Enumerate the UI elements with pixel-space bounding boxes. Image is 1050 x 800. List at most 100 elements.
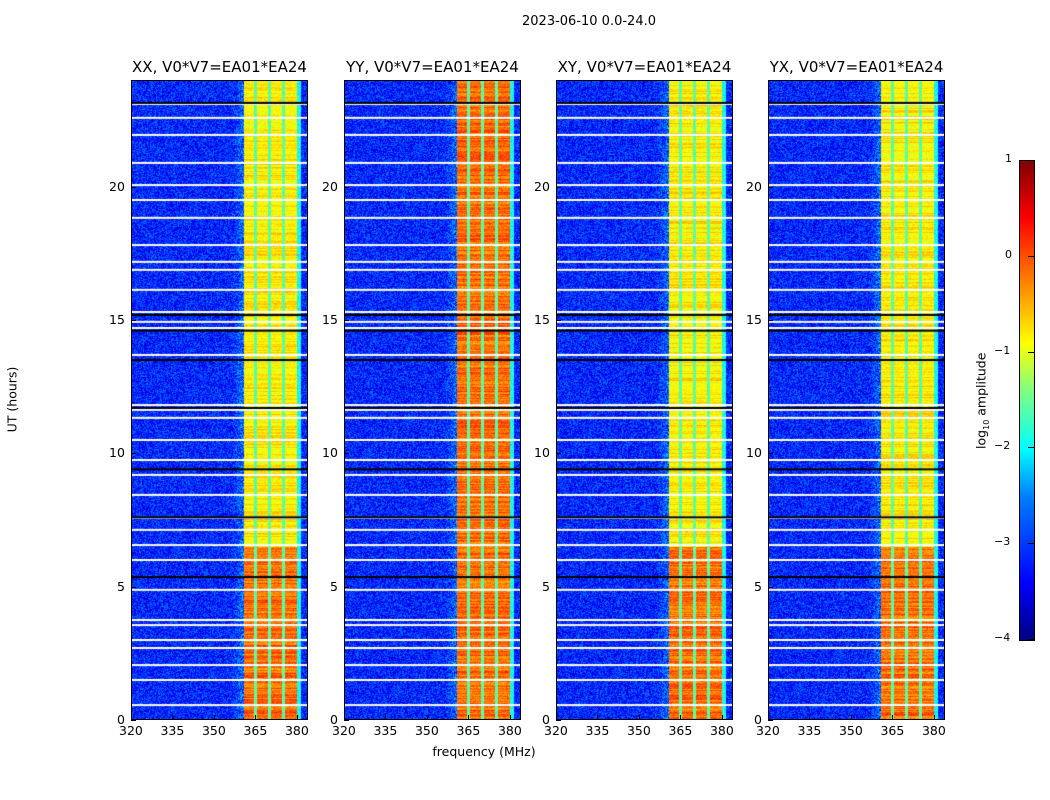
- panel-xx: XX, V0*V7=EA01*EA24 320 335 350 365 380 0 5 10 15…: [109, 58, 309, 738]
- colorbar-tick-mark: [1028, 160, 1034, 161]
- x-tick-label: 335: [797, 723, 822, 738]
- x-tick-label: 365: [668, 723, 693, 738]
- x-tick-mark: [768, 715, 769, 720]
- y-axis-label: UT (hours): [4, 366, 20, 433]
- x-tick-mark: [172, 715, 174, 720]
- axes-frame: [556, 80, 733, 720]
- y-tick-label: 20: [322, 178, 338, 194]
- y-tick-label: 5: [542, 578, 550, 594]
- y-tick-mark: [131, 453, 136, 455]
- y-tick-mark: [344, 586, 349, 588]
- y-tick-label: 15: [746, 312, 762, 327]
- panel-title: YX, V0*V7=EA01*EA24: [769, 58, 944, 76]
- colorbar-tick-label: −1: [994, 343, 1011, 357]
- y-tick-mark: [556, 186, 561, 188]
- y-tick-label: 0: [542, 712, 550, 727]
- y-tick-mark: [768, 720, 773, 721]
- y-tick-mark: [768, 320, 773, 321]
- y-tick-mark: [768, 453, 773, 455]
- x-tick-label: 350: [626, 723, 651, 738]
- panel-yy: YY, V0*V7=EA01*EA24 320 335 350 365 380 0 5 10 15…: [322, 58, 522, 738]
- x-tick-label: 350: [838, 723, 863, 738]
- x-tick-mark: [426, 715, 428, 720]
- x-tick-label: 350: [414, 723, 439, 738]
- y-tick-label: 10: [322, 445, 338, 461]
- y-tick-mark: [344, 720, 349, 721]
- panel-title: YY, V0*V7=EA01*EA24: [346, 58, 519, 76]
- heatmap-image: [768, 80, 945, 720]
- colorbar-tick-label: −2: [994, 439, 1011, 453]
- heatmap-image: [131, 80, 308, 720]
- x-tick-label: 380: [921, 723, 946, 738]
- x-tick-label: 320: [544, 723, 568, 738]
- x-tick-mark: [255, 715, 257, 720]
- y-tick-mark: [344, 186, 349, 188]
- y-tick-label: 5: [754, 578, 762, 594]
- y-tick-mark: [131, 586, 136, 588]
- colorbar-tick-label: 1: [1005, 152, 1012, 165]
- x-tick-label: 365: [456, 723, 481, 738]
- x-tick-label: 365: [880, 723, 905, 738]
- y-tick-mark: [556, 453, 561, 455]
- x-tick-label: 335: [373, 723, 398, 738]
- y-tick-mark: [131, 186, 136, 188]
- x-tick-label: 380: [497, 723, 522, 738]
- x-tick-label: 380: [709, 723, 734, 738]
- panel-title: XY, V0*V7=EA01*EA24: [557, 58, 732, 76]
- panel-title: XX, V0*V7=EA01*EA24: [132, 58, 307, 76]
- x-axis-label: frequency (MHz): [432, 744, 536, 759]
- y-tick-mark: [556, 320, 561, 321]
- colorbar-tick-mark: [1028, 543, 1034, 545]
- x-tick-mark: [509, 715, 511, 720]
- y-tick-label: 15: [534, 312, 550, 327]
- heatmap-image: [556, 80, 733, 720]
- x-tick-mark: [556, 715, 557, 720]
- colorbar-tick-label: −3: [994, 535, 1011, 549]
- x-tick-mark: [344, 715, 345, 720]
- x-tick-mark: [131, 715, 132, 720]
- colorbar-tick-mark: [1028, 255, 1034, 257]
- x-tick-label: 380: [284, 723, 309, 738]
- x-tick-mark: [638, 715, 640, 720]
- x-tick-mark: [385, 715, 387, 720]
- y-tick-mark: [344, 453, 349, 455]
- y-tick-label: 15: [322, 312, 338, 327]
- y-tick-mark: [131, 720, 136, 721]
- x-tick-mark: [597, 715, 599, 720]
- x-tick-mark: [809, 715, 811, 720]
- y-tick-label: 0: [117, 712, 125, 727]
- colorbar-tick-label: 0: [1005, 247, 1012, 261]
- y-tick-label: 15: [109, 312, 125, 327]
- y-tick-label: 5: [117, 578, 125, 594]
- y-tick-mark: [344, 320, 349, 321]
- y-tick-label: 10: [109, 445, 125, 461]
- x-tick-label: 350: [201, 723, 226, 738]
- x-tick-label: 320: [119, 723, 143, 738]
- y-tick-label: 20: [746, 178, 762, 194]
- axes-frame: [344, 80, 521, 720]
- panel-xy: XY, V0*V7=EA01*EA24 320 335 350 365 380 0 5 10 15…: [534, 58, 734, 738]
- colorbar-label: log10 amplitude: [973, 352, 991, 449]
- x-tick-label: 335: [160, 723, 185, 738]
- x-tick-label: 320: [756, 723, 780, 738]
- x-tick-mark: [850, 715, 852, 720]
- y-tick-label: 20: [109, 178, 125, 194]
- x-tick-label: 335: [585, 723, 610, 738]
- heatmap-image: [344, 80, 521, 720]
- axes-frame: [768, 80, 945, 720]
- y-tick-label: 20: [534, 178, 550, 194]
- y-tick-mark: [768, 586, 773, 588]
- x-tick-label: 365: [243, 723, 268, 738]
- panel-yx: YX, V0*V7=EA01*EA24 320 335 350 365 380 0 5 10 15…: [746, 58, 946, 738]
- y-tick-label: 10: [746, 445, 762, 461]
- x-tick-mark: [296, 715, 298, 720]
- y-tick-label: 5: [330, 578, 338, 594]
- y-tick-mark: [556, 586, 561, 588]
- y-tick-mark: [556, 720, 561, 721]
- x-tick-mark: [213, 715, 215, 720]
- x-tick-label: 320: [332, 723, 356, 738]
- y-tick-label: 0: [754, 712, 762, 727]
- colorbar-tick-mark: [1028, 447, 1034, 449]
- y-tick-label: 10: [534, 445, 550, 461]
